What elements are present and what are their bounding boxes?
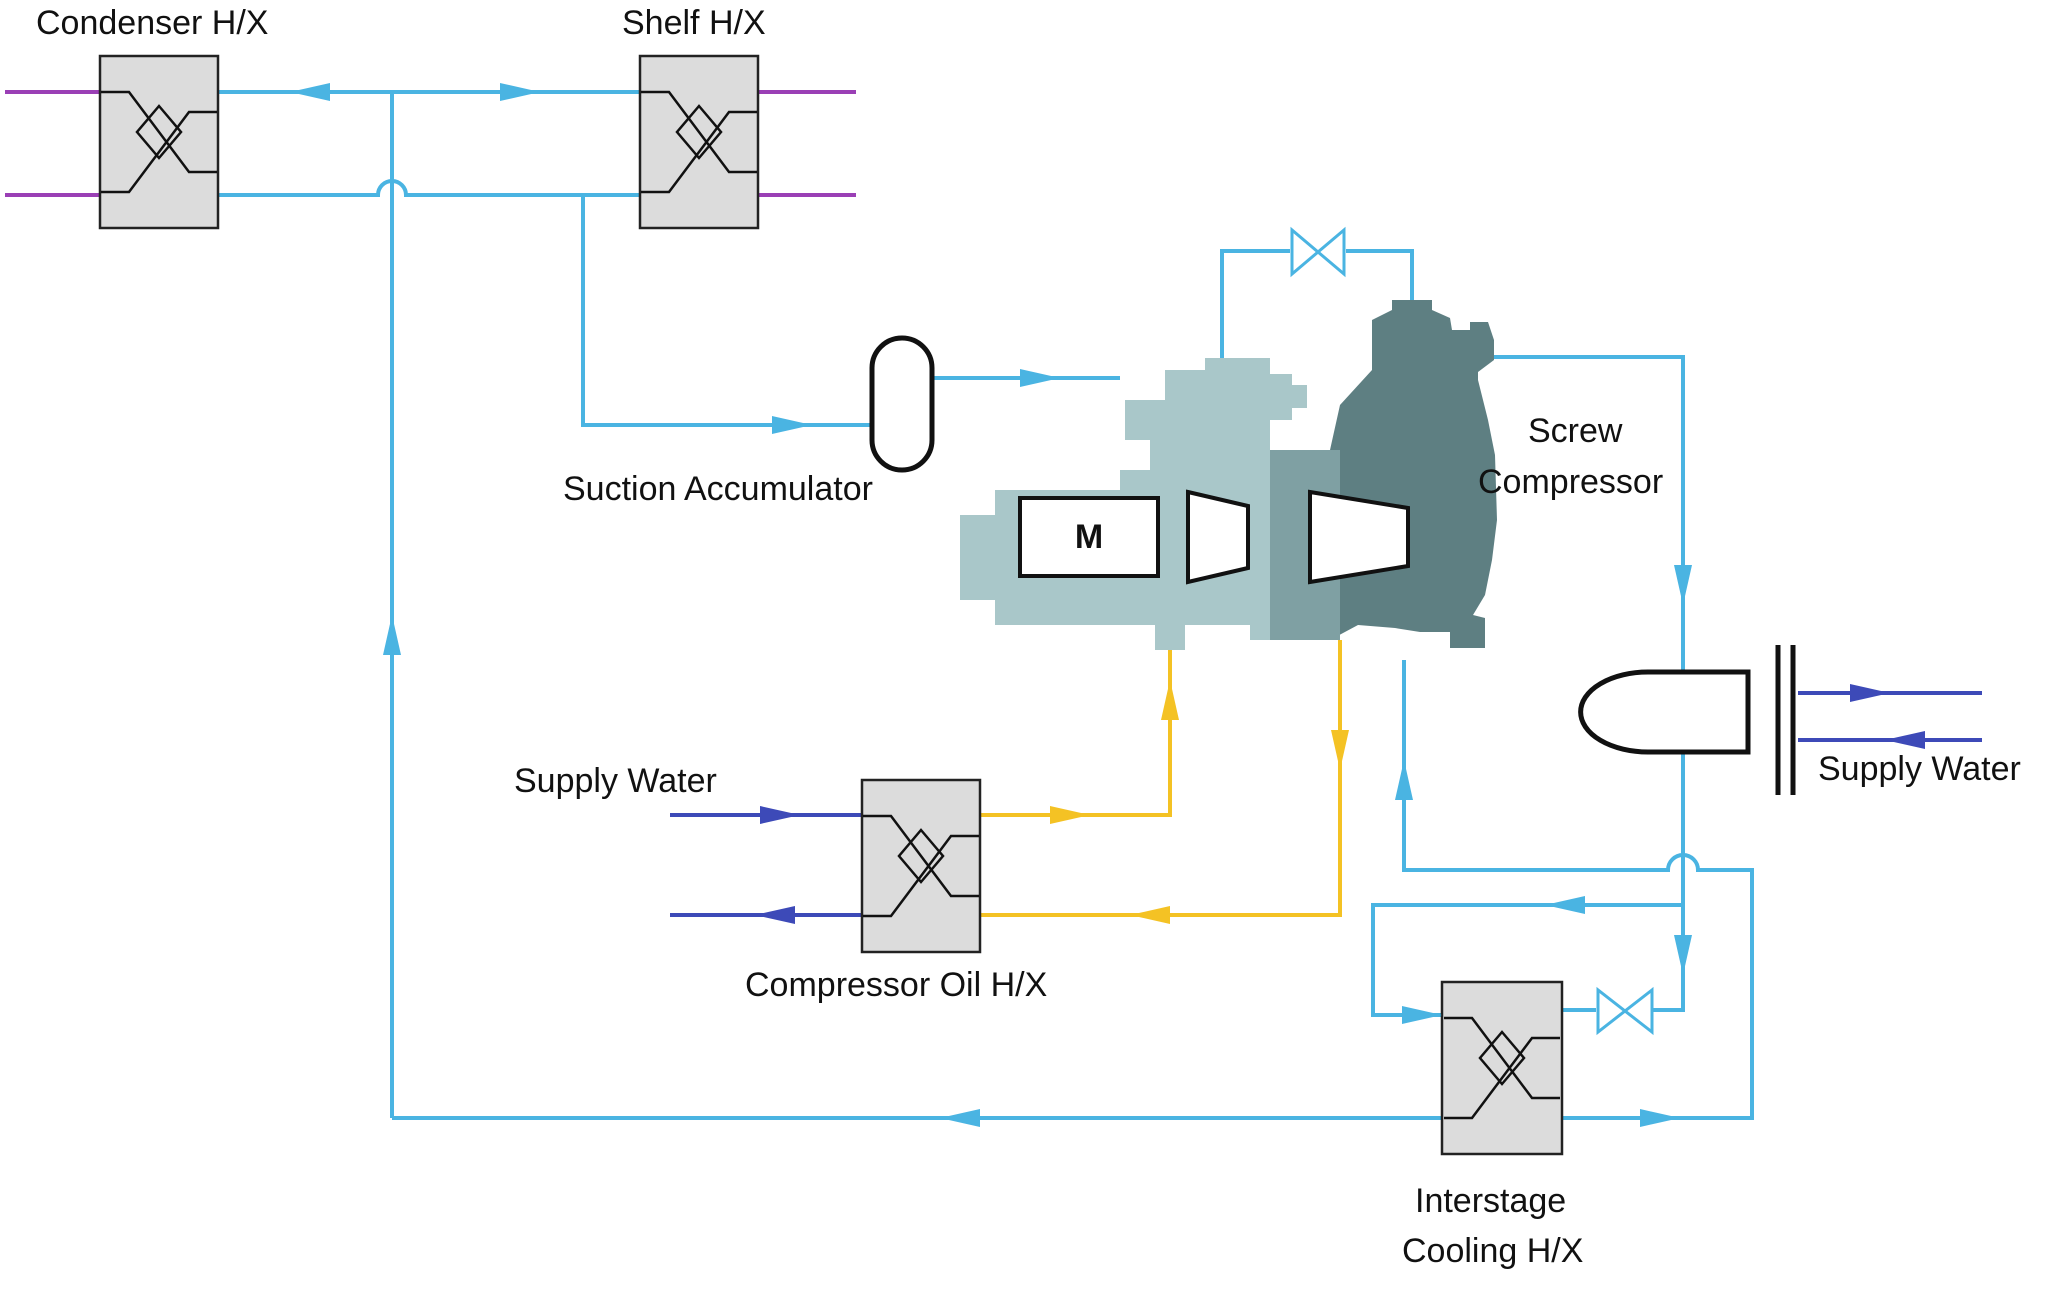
flow-arrow-icon (1020, 369, 1060, 387)
interstage-valve[interactable] (1596, 986, 1654, 1036)
shelf-hx-label: Shelf H/X (622, 4, 766, 42)
water-cooled-condenser[interactable] (1578, 645, 1796, 795)
refrigerant-pipes (218, 90, 1754, 1120)
valve-icon (1596, 986, 1654, 1036)
oil-flow-arrows (1050, 680, 1349, 924)
compressor-body-icon (1330, 300, 1497, 648)
flow-arrow-icon (940, 1109, 980, 1127)
flow-arrow-icon (1331, 730, 1349, 770)
flow-arrow-icon (500, 83, 540, 101)
flow-arrow-icon (1545, 896, 1585, 914)
compressor-oil-hx[interactable] (860, 778, 982, 954)
supply-water-left-label: Supply Water (514, 762, 717, 800)
flow-arrow-icon (1130, 906, 1170, 924)
motor-box (1018, 496, 1160, 578)
bypass-valve[interactable] (1290, 226, 1346, 278)
screw-compressor-label-line2: Compressor (1478, 463, 1663, 501)
interstage-label-line1: Interstage (1415, 1182, 1566, 1220)
flow-arrow-icon (1885, 731, 1925, 749)
interstage-cooling-hx[interactable] (1440, 980, 1564, 1156)
flow-arrow-icon (290, 83, 330, 101)
compressor-oil-hx-body (860, 778, 982, 954)
flow-arrow-icon (1161, 680, 1179, 720)
condenser-hx[interactable] (98, 54, 220, 230)
oil-return-line (980, 640, 1342, 917)
second-header-pipe (218, 179, 640, 197)
flow-arrow-icon (1395, 760, 1413, 800)
stage2-rotor-icon (1308, 489, 1410, 585)
motor-label: M (1075, 518, 1103, 556)
flow-arrow-icon (383, 615, 401, 655)
screw-compressor-label-line1: Screw (1528, 412, 1623, 450)
bypass-pipe (1220, 249, 1414, 358)
compressor-oil-hx-label: Compressor Oil H/X (745, 966, 1047, 1004)
suction-line-pipe (581, 195, 872, 427)
flow-arrow-icon (1674, 935, 1692, 975)
accumulator-vessel-icon[interactable] (869, 335, 935, 473)
stage1-rotor-icon (1186, 489, 1250, 585)
valve-icon (1290, 226, 1346, 278)
oil-supply-line (980, 650, 1172, 817)
flow-arrow-icon (1850, 684, 1890, 702)
flow-arrow-icon (1640, 1109, 1680, 1127)
flow-arrow-icon (760, 806, 800, 824)
condenser-drain-pipe (1652, 856, 1685, 1012)
supply-water-right-label: Supply Water (1818, 750, 2021, 788)
flow-arrow-icon (1402, 1006, 1442, 1024)
flow-arrows (290, 83, 1692, 1127)
shelf-hx-body (638, 54, 760, 230)
flow-arrow-icon (755, 906, 795, 924)
water-flow-arrows (755, 684, 1925, 924)
shelf-hx[interactable] (638, 54, 760, 230)
condenser-hx-body (98, 54, 220, 230)
condenser-hx-label: Condenser H/X (36, 4, 268, 42)
purple-lines (5, 90, 856, 197)
interstage-loop-pipe (1402, 660, 1754, 1120)
interstage-hx-body (1440, 980, 1564, 1156)
screw-compressor-assembly[interactable]: M (960, 300, 1497, 650)
oil-lines (980, 640, 1342, 917)
flow-arrow-icon (1674, 565, 1692, 605)
suction-accumulator-label: Suction Accumulator (563, 470, 873, 508)
interstage-label-line2: Cooling H/X (1402, 1232, 1583, 1270)
flow-arrow-icon (772, 416, 812, 434)
condenser-vessel-icon (1578, 669, 1751, 755)
flow-arrow-icon (1050, 806, 1090, 824)
